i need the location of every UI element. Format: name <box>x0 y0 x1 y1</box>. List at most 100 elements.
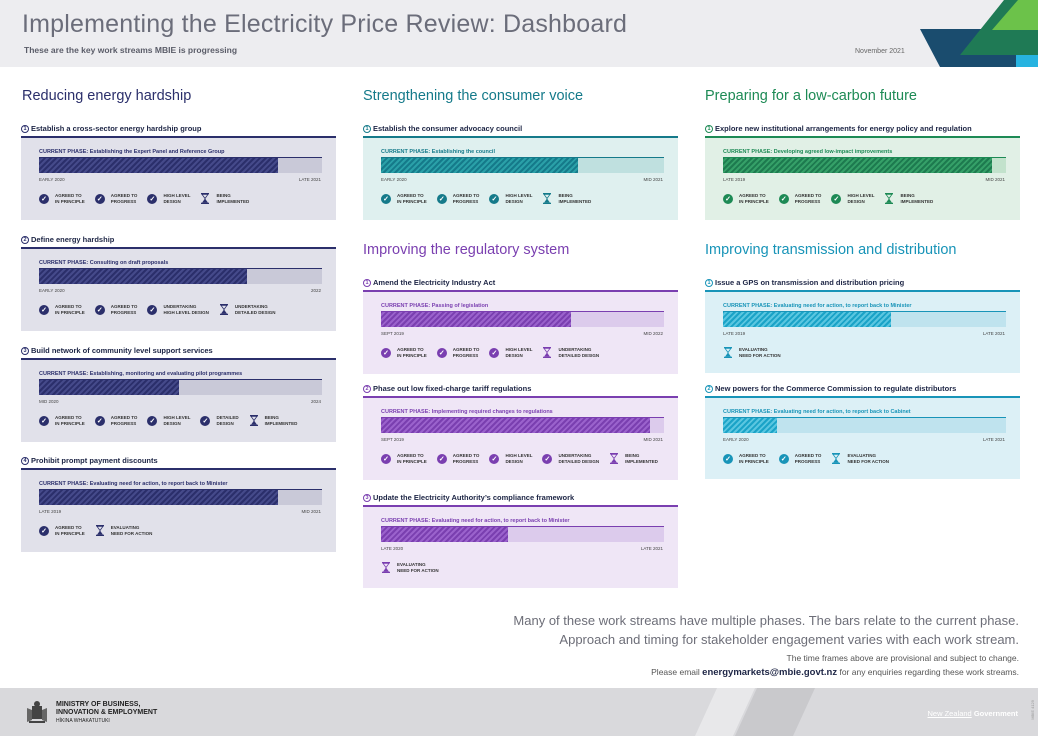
current-phase: CURRENT PHASE: Developing agreed low-imp… <box>723 149 893 155</box>
check-icon: ✓ <box>94 415 105 426</box>
phase-step: ✓ AGREED TO PROGRESS <box>94 193 138 204</box>
phase-steps: EVALUATING NEED FOR ACTION <box>381 562 449 573</box>
workstream-card: 3 Build network of community level suppor… <box>21 346 336 442</box>
check-icon: ✓ <box>778 453 789 464</box>
workstream-card: 2 Define energy hardship CURRENT PHASE: Co… <box>21 235 336 331</box>
workstream-title-text: New powers for the Commerce Commission t… <box>715 384 957 393</box>
workstream-card: 1 Explore new institutional arrangements … <box>705 124 1020 220</box>
progress-track <box>39 268 322 284</box>
workstream-title-text: Issue a GPS on transmission and distribu… <box>715 278 905 287</box>
current-phase: CURRENT PHASE: Evaluating need for actio… <box>381 518 570 524</box>
phase-step-label: AGREED TO IN PRINCIPLE <box>55 193 85 204</box>
contact-email-link[interactable]: energymarkets@mbie.govt.nz <box>702 667 838 678</box>
page-subtitle: These are the key work streams MBIE is p… <box>24 45 238 55</box>
footer-line-2: Approach and timing for stakeholder enga… <box>559 632 1019 647</box>
progress-track <box>39 489 322 505</box>
check-icon: ✓ <box>381 193 391 204</box>
phase-step: ✓ AGREED TO IN PRINCIPLE <box>723 193 769 204</box>
phase-step: ✓ AGREED TO IN PRINCIPLE <box>39 525 85 536</box>
current-phase: CURRENT PHASE: Evaluating need for actio… <box>723 409 911 415</box>
phase-step-label: AGREED TO PROGRESS <box>110 193 138 204</box>
phase-step-label: AGREED TO PROGRESS <box>110 415 138 426</box>
phase-steps: ✓ AGREED TO IN PRINCIPLE ✓ AGREED TO PROGRE… <box>381 453 668 464</box>
phase-step: EVALUATING NEED FOR ACTION <box>723 347 781 358</box>
phase-step: ✓ HIGH LEVEL DESIGN <box>831 193 874 204</box>
phase-step: ✓ AGREED TO PROGRESS <box>778 193 821 204</box>
workstream-number: 2 <box>21 236 29 244</box>
check-icon: ✓ <box>39 415 49 426</box>
workstream-number: 1 <box>705 279 713 287</box>
card-top-rule <box>21 247 336 249</box>
phase-step-label: AGREED TO PROGRESS <box>452 193 480 204</box>
progress-fill <box>39 489 279 505</box>
footer-line-1: Many of these work streams have multiple… <box>513 613 1019 628</box>
workstream-title: 2 Define energy hardship <box>21 235 114 244</box>
footer-note: Many of these work streams have multiple… <box>513 611 1019 649</box>
footer-line-3: The time frames above are provisional an… <box>786 653 1019 663</box>
phase-step-label: HIGH LEVEL DESIGN <box>163 193 191 204</box>
ministry-name-2: INNOVATION & EMPLOYMENT <box>56 709 158 716</box>
phase-step: EVALUATING NEED FOR ACTION <box>831 453 889 464</box>
timeline-end: MID 2021 <box>985 177 1005 182</box>
phase-step: BEING IMPLEMENTED <box>884 193 933 204</box>
timeline-start: MID 2020 <box>39 399 59 404</box>
progress-fill <box>381 311 571 327</box>
workstream-title: 3 Build network of community level suppor… <box>21 346 213 355</box>
check-icon: ✓ <box>381 347 391 358</box>
nz-government-logo: New Zealand Government <box>928 709 1018 718</box>
check-icon: ✓ <box>39 304 49 315</box>
phase-steps: ✓ AGREED TO IN PRINCIPLE ✓ AGREED TO PROGRE… <box>381 193 601 204</box>
mbie-logo[interactable]: MINISTRY OF BUSINESS, INNOVATION & EMPLO… <box>24 700 157 726</box>
workstream-card: 3 Update the Electricity Authority’s comp… <box>363 493 678 588</box>
card-top-rule <box>363 396 678 398</box>
progress-track <box>381 417 664 433</box>
progress-track <box>381 157 664 173</box>
progress-track <box>723 311 1006 327</box>
phase-step-label: AGREED TO PROGRESS <box>452 347 480 358</box>
check-icon: ✓ <box>542 453 553 464</box>
timeline-end: 2024 <box>310 399 321 404</box>
phase-step: ✓ AGREED TO IN PRINCIPLE <box>723 453 769 464</box>
workstream-title-text: Establish the consumer advocacy council <box>373 124 523 133</box>
phase-step: UNDERTAKING DETAILED DESIGN <box>219 304 276 315</box>
timeline-start: SEPT 2019 <box>381 331 404 336</box>
page-title: Implementing the Electricity Price Revie… <box>22 10 628 38</box>
phase-step: ✓ UNDERTAKING HIGH LEVEL DESIGN <box>147 304 209 315</box>
phase-step-label: AGREED TO IN PRINCIPLE <box>397 193 427 204</box>
progress-fill <box>39 379 180 395</box>
workstream-number: 1 <box>705 125 713 133</box>
phase-step-label: BEING IMPLEMENTED <box>264 415 298 426</box>
workstream-title-text: Update the Electricity Authority’s compl… <box>373 493 575 502</box>
phase-step: ✓ HIGH LEVEL DESIGN <box>489 347 532 358</box>
hourglass-icon <box>200 193 210 204</box>
phase-step-label: HIGH LEVEL DESIGN <box>505 347 533 358</box>
workstream-number: 2 <box>705 385 713 393</box>
current-phase: CURRENT PHASE: Implementing required cha… <box>381 409 553 415</box>
workstream-number: 3 <box>21 347 29 355</box>
workstream-title: 3 Update the Electricity Authority’s comp… <box>363 493 574 502</box>
check-icon: ✓ <box>200 415 211 426</box>
phase-step: ✓ AGREED TO IN PRINCIPLE <box>39 193 85 204</box>
phase-step: BEING IMPLEMENTED <box>249 415 298 426</box>
workstream-title: 1 Issue a GPS on transmission and distrib… <box>705 278 904 287</box>
phase-step-label: AGREED TO IN PRINCIPLE <box>397 453 427 464</box>
progress-fill <box>723 417 777 433</box>
card-top-rule <box>705 290 1020 292</box>
phase-step-label: UNDERTAKING DETAILED DESIGN <box>558 453 600 464</box>
timeline-start: LATE 2020 <box>381 546 404 551</box>
progress-top-line <box>39 379 322 380</box>
corner-graphic <box>920 0 1038 67</box>
check-icon: ✓ <box>723 193 733 204</box>
phase-steps: ✓ AGREED TO IN PRINCIPLE ✓ AGREED TO PROGRE… <box>39 304 286 315</box>
current-phase: CURRENT PHASE: Evaluating need for actio… <box>723 303 912 309</box>
phase-step-label: BEING IMPLEMENTED <box>216 193 250 204</box>
section-title-low-carbon: Preparing for a low-carbon future <box>705 88 917 104</box>
phase-step: BEING IMPLEMENTED <box>542 193 591 204</box>
progress-top-line <box>381 311 664 312</box>
check-icon: ✓ <box>436 347 447 358</box>
check-icon: ✓ <box>489 453 500 464</box>
timeline-end: MID 2022 <box>643 331 663 336</box>
card-top-rule <box>363 505 678 507</box>
progress-fill <box>723 157 992 173</box>
phase-step-label: AGREED TO PROGRESS <box>794 453 822 464</box>
